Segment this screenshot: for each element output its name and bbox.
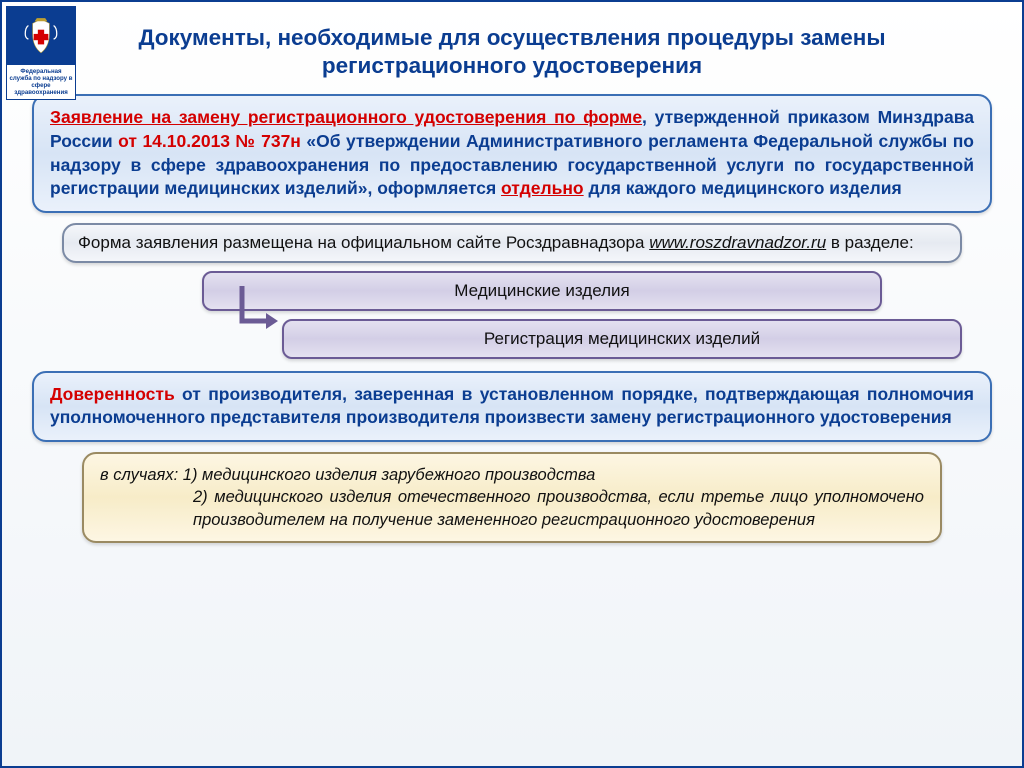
case-line1: в случаях: 1) медицинского изделия заруб… — [100, 464, 924, 486]
agency-logo: Федеральная служба по надзору в сфере зд… — [6, 6, 76, 100]
page-title: Документы, необходимые для осуществления… — [2, 2, 1022, 94]
website-link[interactable]: www.roszdravnadzor.ru — [649, 233, 826, 252]
box1-red1: Заявление на замену регистрационного удо… — [50, 107, 642, 127]
application-box: Заявление на замену регистрационного удо… — [32, 94, 992, 213]
emblem-icon — [20, 15, 62, 57]
subbox-before: Форма заявления размещена на официальном… — [78, 233, 649, 252]
power-of-attorney-box: Доверенность от производителя, заверенна… — [32, 371, 992, 442]
section-registration: Регистрация медицинских изделий — [282, 319, 962, 359]
box2-red: Доверенность — [50, 384, 175, 404]
emblem-bg — [7, 7, 75, 65]
box2-rest: от производителя, заверенная в установле… — [50, 384, 974, 428]
box1-red2: от 14.10.2013 № 737н — [118, 131, 301, 151]
agency-caption: Федеральная служба по надзору в сфере зд… — [7, 65, 75, 99]
form-location-box: Форма заявления размещена на официальном… — [62, 223, 962, 263]
content-area: Заявление на замену регистрационного удо… — [2, 94, 1022, 543]
case-line2: 2) медицинского изделия отечественного п… — [100, 486, 924, 531]
cases-box: в случаях: 1) медицинского изделия заруб… — [82, 452, 942, 543]
section-medical-products: Медицинские изделия — [202, 271, 882, 311]
box1-p6: для каждого медицинского изделия — [584, 178, 902, 198]
box1-red3: отдельно — [501, 178, 584, 198]
arrow-icon — [232, 281, 282, 341]
subbox-after: в разделе: — [826, 233, 914, 252]
